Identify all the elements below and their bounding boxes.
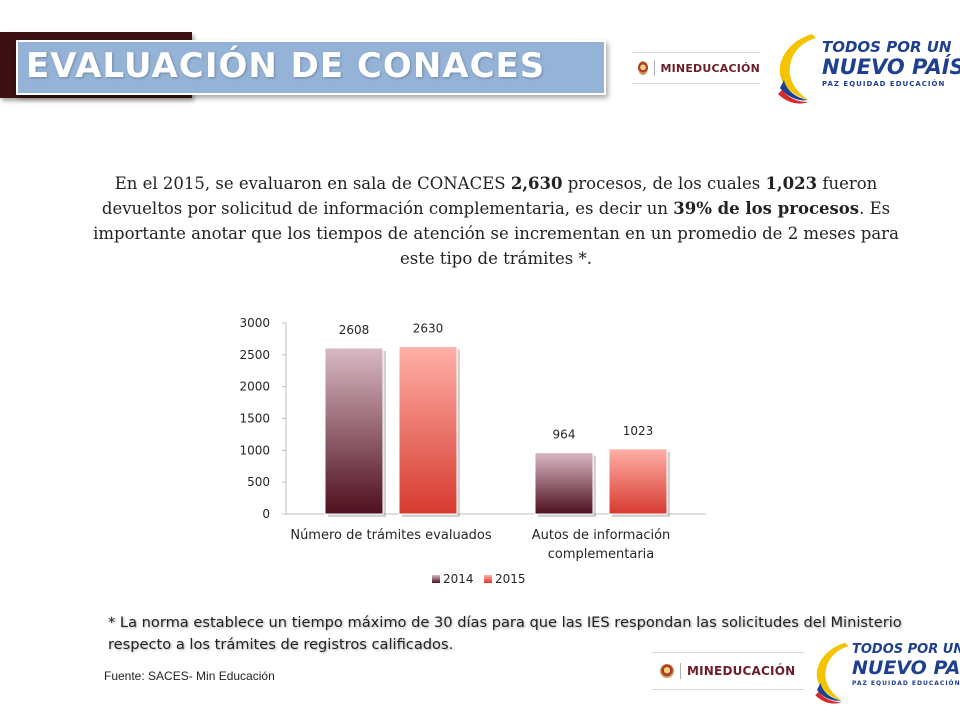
- mineducacion-logo-bottom: MINEDUCACIÓN: [652, 652, 804, 690]
- bar-2015-1: [608, 448, 668, 515]
- y-tick-label: 2500: [239, 348, 270, 362]
- todos-por-un-nuevo-pais-logo: TODOS POR UN NUEVO PAÍS PAZ EQUIDAD EDUC…: [772, 30, 960, 105]
- colombia-seal-icon: [638, 61, 648, 75]
- data-label: 2630: [413, 322, 444, 336]
- mineducacion-label: MINEDUCACIÓN: [660, 61, 760, 75]
- legend-label: 2015: [495, 572, 526, 586]
- logo-line-3: PAZ EQUIDAD EDUCACIÓN: [852, 680, 960, 687]
- data-label: 1023: [623, 424, 654, 438]
- bar-2015-0: [398, 346, 458, 515]
- mineducacion-logo: MINEDUCACIÓN: [632, 52, 760, 84]
- title-banner: [16, 40, 606, 95]
- x-tick-label: complementaria: [548, 547, 655, 562]
- footnote: * La norma establece un tiempo máximo de…: [108, 614, 902, 653]
- y-tick-label: 1500: [239, 412, 270, 426]
- bar-2014-1: [534, 452, 594, 515]
- logo-line-2: NUEVO PAÍS: [852, 657, 960, 679]
- logo-line-1: TODOS POR UN: [822, 38, 952, 56]
- y-tick-label: 3000: [239, 316, 270, 330]
- y-tick-label: 500: [247, 475, 270, 489]
- logo-line-1: TODOS POR UN: [852, 642, 960, 657]
- legend-swatch-2014: [432, 575, 440, 583]
- logo-line-3: PAZ EQUIDAD EDUCACIÓN: [822, 80, 946, 88]
- todos-por-un-nuevo-pais-logo-bottom: TODOS POR UN NUEVO PAÍS PAZ EQUIDAD EDUC…: [810, 636, 960, 708]
- y-tick-label: 2000: [239, 380, 270, 394]
- x-tick-label: Número de trámites evaluados: [290, 528, 492, 543]
- x-tick-label: Autos de información: [532, 528, 671, 543]
- logo-line-2: NUEVO PAÍS: [822, 55, 960, 79]
- legend-swatch-2015: [484, 575, 492, 583]
- colombia-flag-swoosh-icon: [815, 642, 849, 704]
- legend-label: 2014: [443, 572, 474, 586]
- intro-paragraph: En el 2015, se evaluaron en sala de CONA…: [93, 174, 899, 268]
- mineducacion-label: MINEDUCACIÓN: [687, 664, 796, 678]
- data-label: 964: [553, 428, 576, 442]
- source-note: Fuente: SACES- Min Educación: [104, 669, 275, 683]
- colombia-seal-icon: [660, 664, 674, 678]
- data-label: 2608: [339, 323, 370, 337]
- bar-chart: 0 500 1000 1500 2000 2500 3000 2608 2630 Número …: [239, 316, 706, 586]
- page-title: EVALUACIÓN DE CONACES: [26, 46, 546, 86]
- y-tick-label: 0: [262, 507, 270, 521]
- y-tick-label: 1000: [239, 443, 270, 457]
- bar-2014-0: [324, 347, 384, 515]
- colombia-flag-swoosh-icon: [778, 34, 816, 104]
